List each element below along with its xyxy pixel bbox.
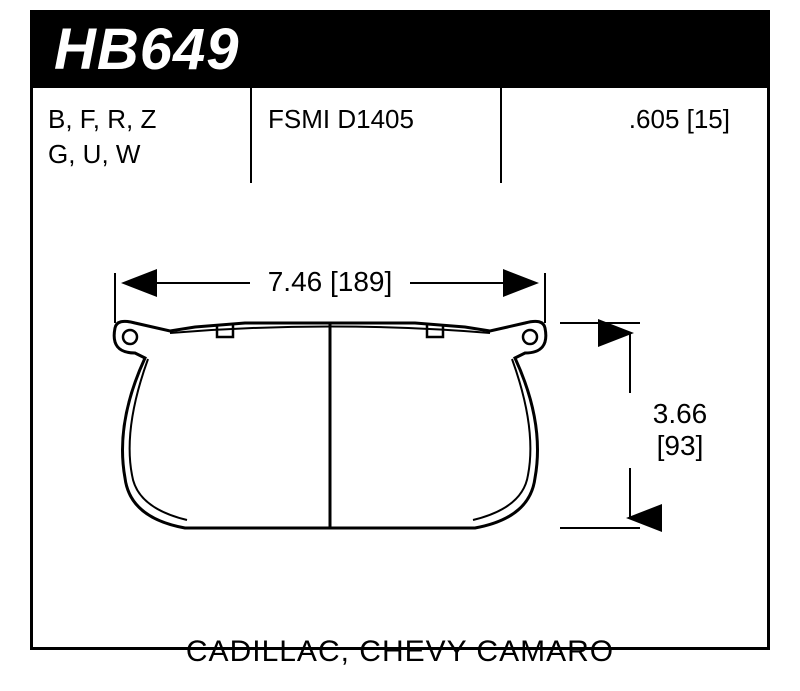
height-label-2: [93]	[657, 430, 704, 461]
drawing-area: 7.46 [189] 3.66 [93]	[30, 183, 770, 603]
compounds-line2: G, U, W	[48, 137, 232, 172]
spec-thickness: .605 [15]	[500, 88, 770, 137]
brake-pad-shape	[114, 321, 546, 528]
height-label-1: 3.66	[653, 398, 708, 429]
spec-divider-1	[250, 88, 252, 183]
spec-divider-2	[500, 88, 502, 183]
spec-row: B, F, R, Z G, U, W FSMI D1405 .605 [15]	[30, 88, 770, 183]
compounds-line1: B, F, R, Z	[48, 102, 232, 137]
header-bar: HB649	[30, 10, 770, 88]
pad-svg: 7.46 [189] 3.66 [93]	[30, 183, 770, 603]
thickness-value: .605 [15]	[629, 104, 730, 134]
spec-compounds: B, F, R, Z G, U, W	[30, 88, 250, 172]
part-number: HB649	[54, 16, 240, 83]
vehicle-label: CADILLAC, CHEVY CAMARO	[0, 635, 800, 669]
fsmi-value: FSMI D1405	[268, 104, 414, 134]
height-dimension: 3.66 [93]	[560, 323, 707, 528]
width-dimension: 7.46 [189]	[115, 266, 545, 323]
spec-fsmi: FSMI D1405	[250, 88, 500, 137]
width-label: 7.46 [189]	[268, 266, 393, 297]
